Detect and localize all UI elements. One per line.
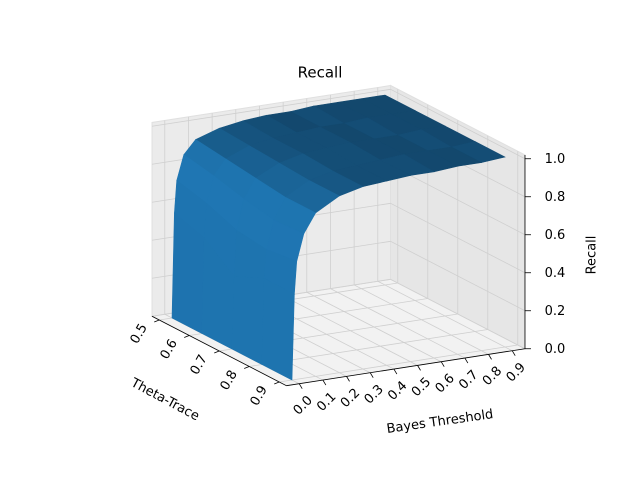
z-tick-label: 0.0 <box>545 342 566 357</box>
grid-line <box>330 288 466 359</box>
x-tick-label: 0.8 <box>218 368 241 393</box>
z-tick-label: 0.6 <box>545 228 566 243</box>
x-tick-label: 0.5 <box>128 321 151 346</box>
y-tick-label: 0.5 <box>409 375 434 400</box>
grid-line <box>390 88 526 160</box>
grid-line <box>390 202 526 274</box>
z-tick-label: 0.4 <box>545 266 566 281</box>
grid-line <box>390 164 526 236</box>
axis-line <box>151 315 287 387</box>
tick-mark <box>464 357 469 364</box>
tick-mark <box>154 319 160 323</box>
y-tick-label: 0.1 <box>314 389 339 414</box>
tick-mark <box>488 354 492 360</box>
tick-mark <box>417 365 421 371</box>
grid-line <box>377 280 513 352</box>
z-tick-label: 1.0 <box>545 152 566 167</box>
y-axis-label: Bayes Threshold <box>386 407 495 437</box>
z-tick-label: 0.8 <box>545 190 566 205</box>
grid-line <box>390 278 526 350</box>
surface-face <box>231 276 265 365</box>
axis-line <box>286 348 526 387</box>
grid-line <box>306 291 442 363</box>
x-tick-label: 0.7 <box>188 352 211 377</box>
tick-mark <box>244 366 250 369</box>
tick-mark <box>274 381 280 385</box>
tick-mark <box>393 368 398 375</box>
y-tick-label: 0.2 <box>338 386 363 411</box>
tick-mark <box>298 383 303 389</box>
tick-mark <box>322 379 327 386</box>
tick-mark <box>214 350 220 354</box>
tick-mark <box>346 376 350 382</box>
y-tick-label: 0.9 <box>504 360 529 385</box>
y-tick-label: 0.6 <box>433 371 458 396</box>
surface-face <box>261 278 295 381</box>
tick-mark <box>440 361 445 367</box>
tick-mark <box>369 372 374 378</box>
y-tick-label: 0.4 <box>385 378 410 403</box>
chart-title: Recall <box>298 64 343 82</box>
grid-line <box>282 295 418 366</box>
y-tick-label: 0.8 <box>480 364 505 389</box>
y-tick-label: 0.7 <box>456 367 481 392</box>
z-tick-label: 0.2 <box>545 304 566 319</box>
x-axis-label: Theta-Trace <box>127 375 201 424</box>
grid-line <box>279 344 518 383</box>
tick-mark <box>184 335 190 338</box>
x-tick-label: 0.6 <box>158 337 181 362</box>
grid-line <box>151 88 391 127</box>
tick-mark <box>511 350 516 356</box>
z-axis-label: Recall <box>585 236 600 275</box>
x-tick-label: 0.9 <box>248 383 271 408</box>
y-tick-label: 0.0 <box>291 393 316 418</box>
grid-line <box>390 240 526 312</box>
grid-line <box>353 284 489 355</box>
y-tick-label: 0.3 <box>362 382 387 407</box>
